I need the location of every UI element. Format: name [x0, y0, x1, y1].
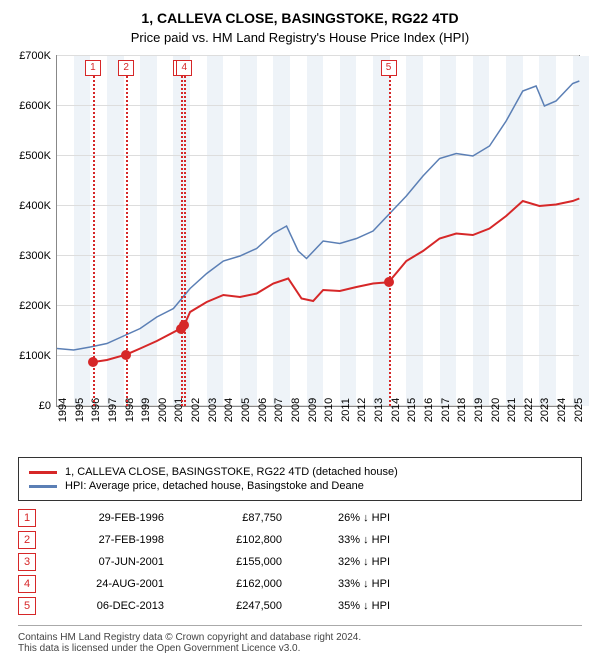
chart-subtitle: Price paid vs. HM Land Registry's House …: [10, 30, 590, 45]
table-date: 27-FEB-1998: [54, 534, 164, 546]
table-pct: 26% ↓ HPI: [300, 512, 390, 524]
table-pct: 32% ↓ HPI: [300, 556, 390, 568]
chart-title: 1, CALLEVA CLOSE, BASINGSTOKE, RG22 4TD: [10, 10, 590, 26]
sale-marker-label: 5: [381, 60, 397, 76]
legend-row-paid: 1, CALLEVA CLOSE, BASINGSTOKE, RG22 4TD …: [29, 466, 571, 478]
y-tick-label: £200K: [19, 300, 51, 312]
table-date: 24-AUG-2001: [54, 578, 164, 590]
legend-label-paid: 1, CALLEVA CLOSE, BASINGSTOKE, RG22 4TD …: [65, 466, 398, 478]
table-date: 29-FEB-1996: [54, 512, 164, 524]
table-price: £247,500: [182, 600, 282, 612]
table-price: £102,800: [182, 534, 282, 546]
legend-swatch-hpi: [29, 485, 57, 488]
footnote-line2: This data is licensed under the Open Gov…: [18, 643, 582, 654]
table-price: £155,000: [182, 556, 282, 568]
table-pct: 35% ↓ HPI: [300, 600, 390, 612]
legend-swatch-paid: [29, 471, 57, 474]
table-num-box: 4: [18, 575, 36, 593]
table-row: 1 29-FEB-1996 £87,750 26% ↓ HPI: [18, 509, 582, 527]
sale-marker-dot: [121, 350, 131, 360]
table-date: 06-DEC-2013: [54, 600, 164, 612]
sale-marker-dot: [88, 357, 98, 367]
y-tick-label: £0: [39, 400, 51, 412]
table-price: £87,750: [182, 512, 282, 524]
table-pct: 33% ↓ HPI: [300, 578, 390, 590]
table-pct: 33% ↓ HPI: [300, 534, 390, 546]
table-row: 3 07-JUN-2001 £155,000 32% ↓ HPI: [18, 553, 582, 571]
y-tick-label: £500K: [19, 150, 51, 162]
table-num-box: 2: [18, 531, 36, 549]
chart-area: £0£100K£200K£300K£400K£500K£600K£700K199…: [56, 55, 580, 407]
y-tick-label: £600K: [19, 100, 51, 112]
table-price: £162,000: [182, 578, 282, 590]
table-num-box: 5: [18, 597, 36, 615]
y-tick-label: £700K: [19, 50, 51, 62]
table-num-box: 1: [18, 509, 36, 527]
legend-label-hpi: HPI: Average price, detached house, Basi…: [65, 480, 364, 492]
y-tick-label: £300K: [19, 250, 51, 262]
table-row: 5 06-DEC-2013 £247,500 35% ↓ HPI: [18, 597, 582, 615]
sale-marker-dot: [384, 277, 394, 287]
y-tick-label: £100K: [19, 350, 51, 362]
sale-marker-label: 2: [118, 60, 134, 76]
sale-marker-label: 4: [176, 60, 192, 76]
footnote-line1: Contains HM Land Registry data © Crown c…: [18, 632, 582, 643]
y-tick-label: £400K: [19, 200, 51, 212]
sale-marker-label: 1: [85, 60, 101, 76]
sale-marker-dot: [179, 320, 189, 330]
table-num-box: 3: [18, 553, 36, 571]
legend-row-hpi: HPI: Average price, detached house, Basi…: [29, 480, 571, 492]
legend-box: 1, CALLEVA CLOSE, BASINGSTOKE, RG22 4TD …: [18, 457, 582, 501]
table-row: 2 27-FEB-1998 £102,800 33% ↓ HPI: [18, 531, 582, 549]
table-date: 07-JUN-2001: [54, 556, 164, 568]
table-row: 4 24-AUG-2001 £162,000 33% ↓ HPI: [18, 575, 582, 593]
sales-table: 1 29-FEB-1996 £87,750 26% ↓ HPI 2 27-FEB-1998…: [18, 509, 582, 615]
